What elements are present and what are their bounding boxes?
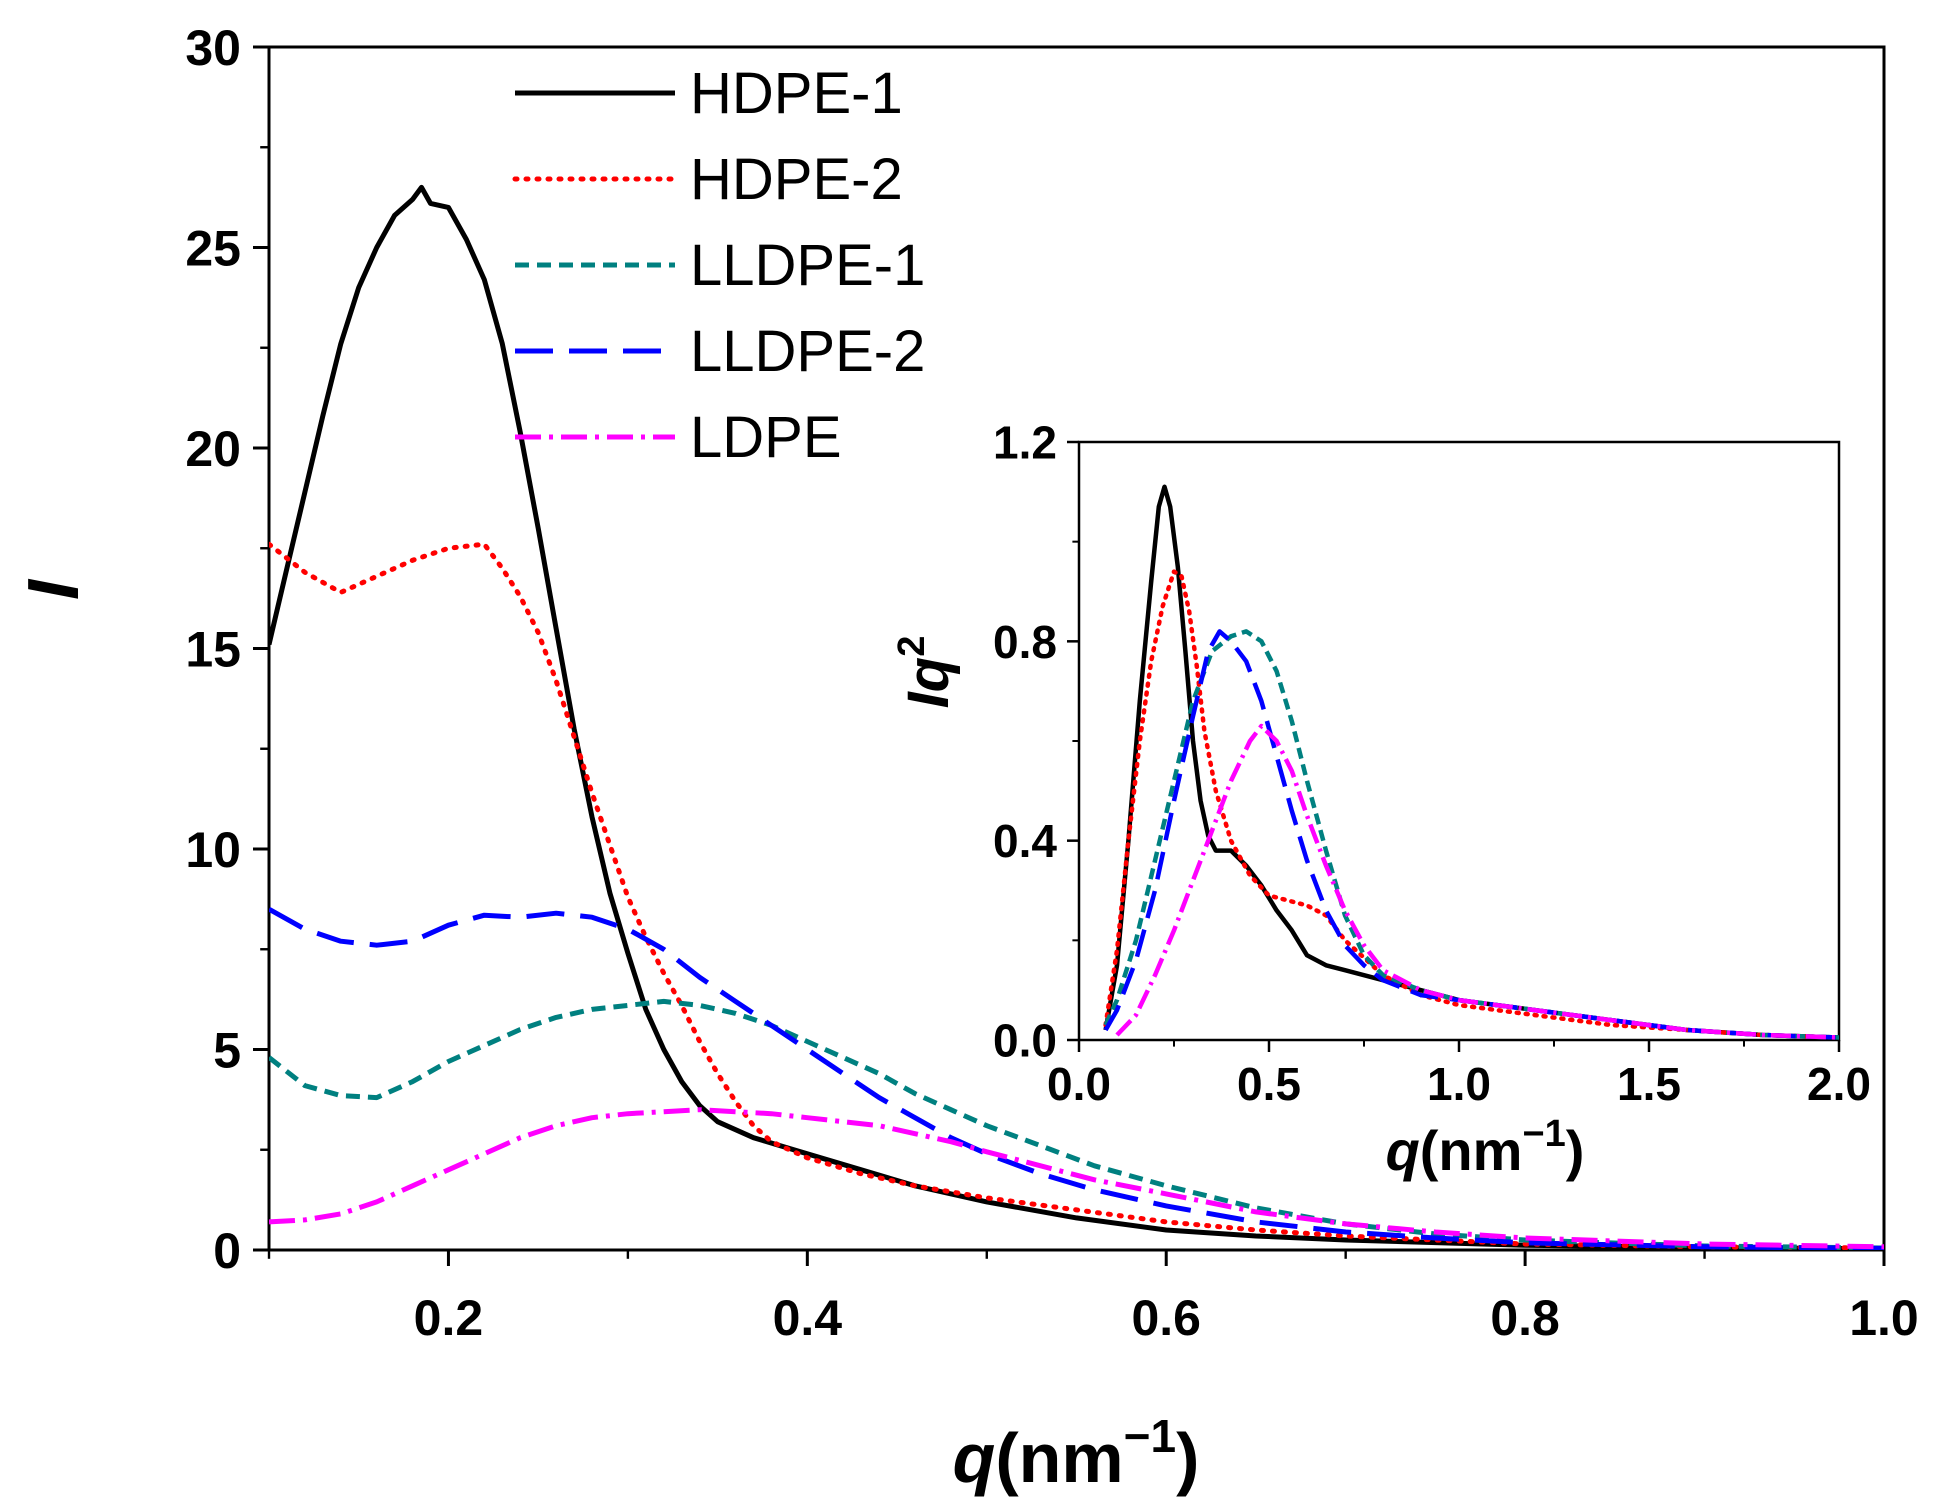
inset-x-axis-unit: (nm (1420, 1119, 1523, 1182)
inset-y-tick-label: 1.2 (993, 417, 1057, 469)
main-x-axis-exp: −1 (1124, 1410, 1176, 1462)
main-x-axis-close: ) (1176, 1419, 1199, 1497)
inset-series-1-line (1103, 569, 1839, 1040)
inset-plot: 0.0 0.5 1.0 1.5 2.0 0.0 0.4 0.8 1.2 q(nm−1) Iq2 (891, 417, 1871, 1182)
main-x-axis-symbol: q (953, 1419, 996, 1497)
main-y-tick-label: 20 (185, 421, 241, 477)
main-series-group (269, 184, 1884, 1250)
main-y-tick-label: 25 (185, 221, 241, 277)
legend-label-lldpe-2: LLDPE-2 (690, 319, 925, 384)
main-series-4-line (269, 1107, 1884, 1250)
main-x-tick-labels: 0.2 0.4 0.6 0.8 1.0 (414, 1290, 1919, 1346)
main-y-tick-label: 10 (185, 822, 241, 878)
inset-x-tick-label: 0.5 (1237, 1058, 1301, 1110)
main-series-2-line (269, 998, 1884, 1250)
legend-label-hdpe-1: HDPE-1 (690, 61, 903, 126)
inset-y-tick-label: 0.0 (993, 1015, 1057, 1067)
main-x-axis-title: q(nm−1) (953, 1410, 1200, 1497)
legend-label-lldpe-1: LLDPE-1 (690, 233, 925, 298)
inset-series-4-line (1115, 723, 1839, 1040)
main-y-tick-labels: 0 5 10 15 20 25 30 (185, 20, 241, 1279)
inset-x-axis-close: ) (1566, 1119, 1585, 1182)
main-y-tick-label: 0 (213, 1223, 241, 1279)
inset-y-tick-label: 0.4 (993, 815, 1057, 867)
inset-y-axis-title: Iq2 (891, 636, 961, 709)
inset-plot-frame (1077, 440, 1841, 1042)
main-x-tick-label: 0.4 (773, 1290, 843, 1346)
main-y-tick-label: 5 (213, 1023, 241, 1079)
main-series-0-line (269, 184, 1884, 1250)
legend: HDPE-1 HDPE-2 LLDPE-1 LLDPE-2 LDPE (512, 61, 925, 470)
main-y-tick-label: 15 (185, 622, 241, 678)
inset-y-tick-label: 0.8 (993, 616, 1057, 668)
legend-label-hdpe-2: HDPE-2 (690, 147, 903, 212)
legend-label-ldpe: LDPE (690, 405, 842, 470)
inset-x-axis-title: q(nm−1) (1386, 1113, 1585, 1182)
inset-x-tick-labels: 0.0 0.5 1.0 1.5 2.0 (1047, 1058, 1871, 1110)
main-x-tick-label: 0.8 (1490, 1290, 1560, 1346)
inset-y-axis-main: Iq (896, 657, 961, 709)
main-x-axis-unit: (nm (995, 1419, 1123, 1497)
inset-ticks-group (1067, 440, 1841, 1052)
inset-x-tick-label: 1.5 (1617, 1058, 1681, 1110)
main-x-tick-label: 1.0 (1849, 1290, 1919, 1346)
main-ticks-group (253, 45, 1886, 1266)
main-y-tick-label: 30 (185, 20, 241, 76)
main-x-tick-label: 0.2 (414, 1290, 484, 1346)
inset-x-tick-label: 0.0 (1047, 1058, 1111, 1110)
main-series-1-line (269, 541, 1884, 1250)
main-x-tick-label: 0.6 (1131, 1290, 1201, 1346)
inset-x-axis-exp: −1 (1522, 1113, 1565, 1155)
inset-x-axis-symbol: q (1386, 1119, 1420, 1182)
inset-y-axis-exp: 2 (891, 636, 933, 657)
inset-x-tick-label: 2.0 (1807, 1058, 1871, 1110)
main-series-3-line (269, 907, 1884, 1250)
inset-x-tick-label: 1.0 (1427, 1058, 1491, 1110)
inset-series-group (1103, 484, 1839, 1040)
inset-y-tick-labels: 0.0 0.4 0.8 1.2 (993, 417, 1057, 1067)
main-y-axis-title: I (14, 578, 94, 600)
